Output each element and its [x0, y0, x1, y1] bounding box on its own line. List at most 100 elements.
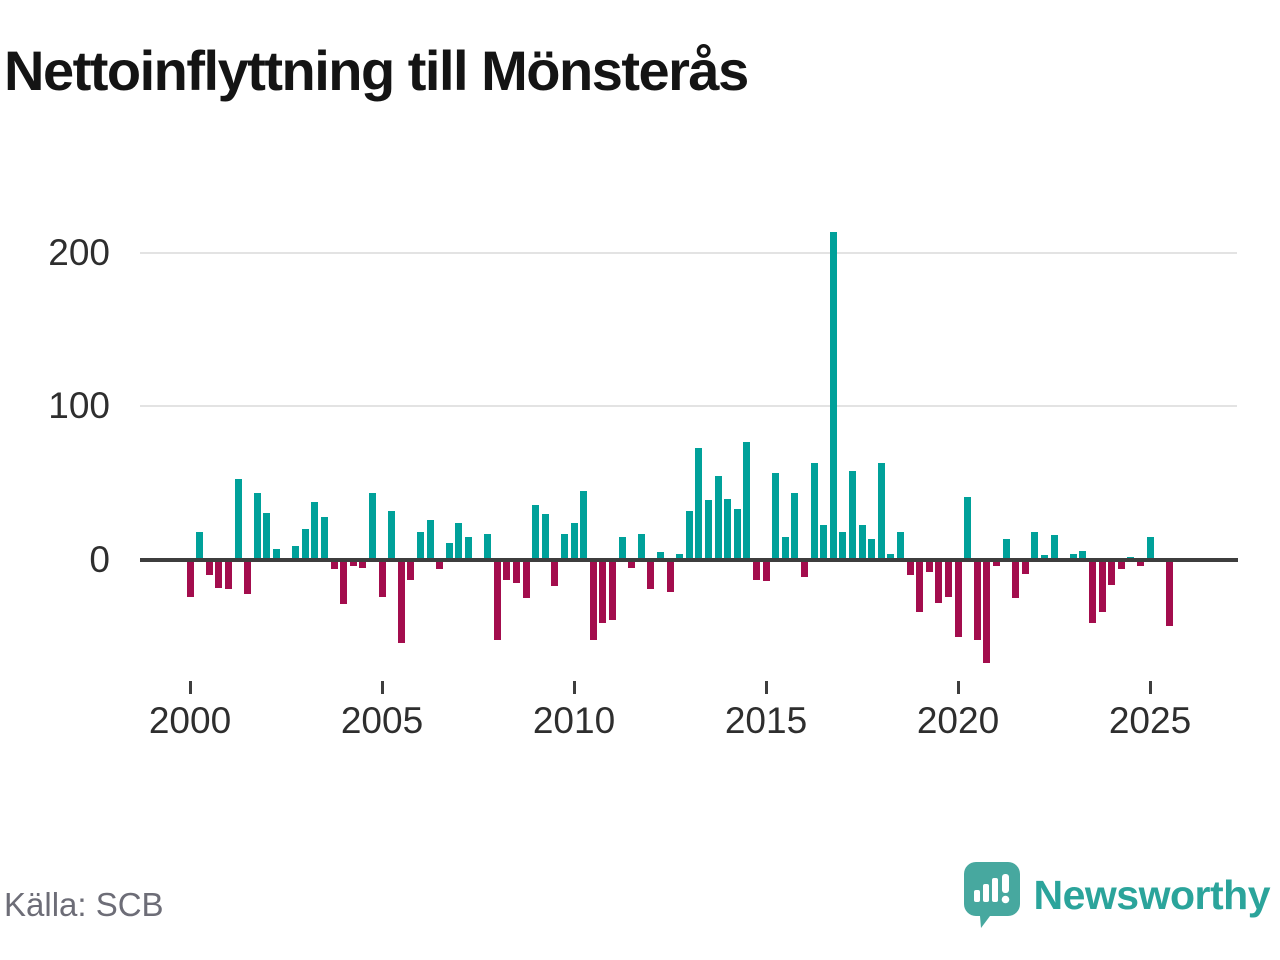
bar — [1069, 553, 1077, 560]
bar — [628, 560, 636, 568]
bar — [397, 560, 405, 643]
bar — [522, 560, 530, 599]
bar — [388, 510, 396, 560]
bar — [810, 463, 818, 560]
bar — [1098, 560, 1106, 613]
bar — [292, 546, 300, 560]
bar — [714, 475, 722, 560]
bar — [503, 560, 511, 580]
bar — [992, 560, 1000, 567]
brand-logo: Newsworthy — [963, 862, 1270, 928]
bar — [935, 560, 943, 603]
bar — [743, 442, 751, 560]
gridline-100 — [140, 405, 1237, 407]
bar — [196, 532, 204, 560]
bar — [724, 498, 732, 560]
bar — [1136, 560, 1144, 567]
bar — [695, 448, 703, 560]
bar — [618, 537, 626, 560]
bar — [330, 560, 338, 570]
bar — [234, 478, 242, 560]
bar — [858, 524, 866, 560]
bar — [964, 497, 972, 560]
bar — [791, 492, 799, 560]
x-axis-tick-label: 2020 — [916, 700, 1000, 741]
bar — [368, 492, 376, 560]
bar — [772, 472, 780, 560]
bar — [464, 537, 472, 560]
bar — [224, 560, 232, 590]
bar — [839, 532, 847, 560]
x-axis-line — [140, 558, 1238, 562]
bar — [301, 529, 309, 560]
bar — [877, 463, 885, 560]
bar — [215, 560, 223, 588]
bar — [916, 560, 924, 613]
bar — [954, 560, 962, 637]
bar — [983, 560, 991, 663]
bar — [1002, 538, 1010, 560]
bar — [493, 560, 501, 640]
bar — [570, 523, 578, 560]
bar — [848, 471, 856, 560]
bar — [781, 537, 789, 560]
x-axis-tick — [1148, 681, 1152, 694]
bar — [1108, 560, 1116, 585]
bar — [1012, 560, 1020, 599]
speech-bubble-bar-chart-icon — [963, 862, 1020, 928]
bar — [733, 509, 741, 560]
bar — [925, 560, 933, 573]
bar — [1165, 560, 1173, 626]
bar — [253, 492, 261, 560]
bar — [685, 510, 693, 560]
bar — [484, 533, 492, 560]
bar — [580, 491, 588, 560]
bar — [896, 532, 904, 560]
bar — [311, 501, 319, 560]
bar — [205, 560, 213, 576]
bar — [407, 560, 415, 580]
bar — [1088, 560, 1096, 623]
bar — [272, 549, 280, 560]
bar — [512, 560, 520, 583]
x-axis-tick-label: 2005 — [340, 700, 424, 741]
bar — [944, 560, 952, 597]
bar — [589, 560, 597, 640]
source-caption: Källa: SCB — [4, 886, 164, 923]
bar — [599, 560, 607, 623]
bar — [186, 560, 194, 597]
bar — [416, 532, 424, 560]
bar — [637, 533, 645, 560]
bar — [676, 553, 684, 560]
bar — [340, 560, 348, 605]
bar — [973, 560, 981, 640]
bar — [887, 553, 895, 560]
x-axis-tick-label: 2000 — [148, 700, 232, 741]
y-axis-tick-label: 100 — [48, 385, 110, 426]
bar — [820, 524, 828, 560]
x-axis-tick-label: 2010 — [532, 700, 616, 741]
bar — [1021, 560, 1029, 574]
bar — [359, 560, 367, 568]
page-title: Nettoinflyttning till Mönsterås — [4, 39, 749, 102]
bar — [1031, 532, 1039, 560]
bar — [436, 560, 444, 570]
bar — [704, 500, 712, 560]
bar — [647, 560, 655, 590]
bar — [800, 560, 808, 577]
bar — [1050, 535, 1058, 560]
bar — [378, 560, 386, 597]
bar — [349, 560, 357, 567]
x-axis-tick — [956, 681, 960, 694]
x-axis-tick-label: 2015 — [724, 700, 808, 741]
bar — [1146, 537, 1154, 560]
bar — [426, 520, 434, 560]
bar — [666, 560, 674, 593]
bar — [1079, 550, 1087, 560]
x-axis-tick — [380, 681, 384, 694]
bar — [244, 560, 252, 594]
x-axis-tick — [764, 681, 768, 694]
bar — [455, 523, 463, 560]
gridline-200 — [140, 252, 1237, 254]
y-axis-tick-label: 200 — [48, 232, 110, 273]
